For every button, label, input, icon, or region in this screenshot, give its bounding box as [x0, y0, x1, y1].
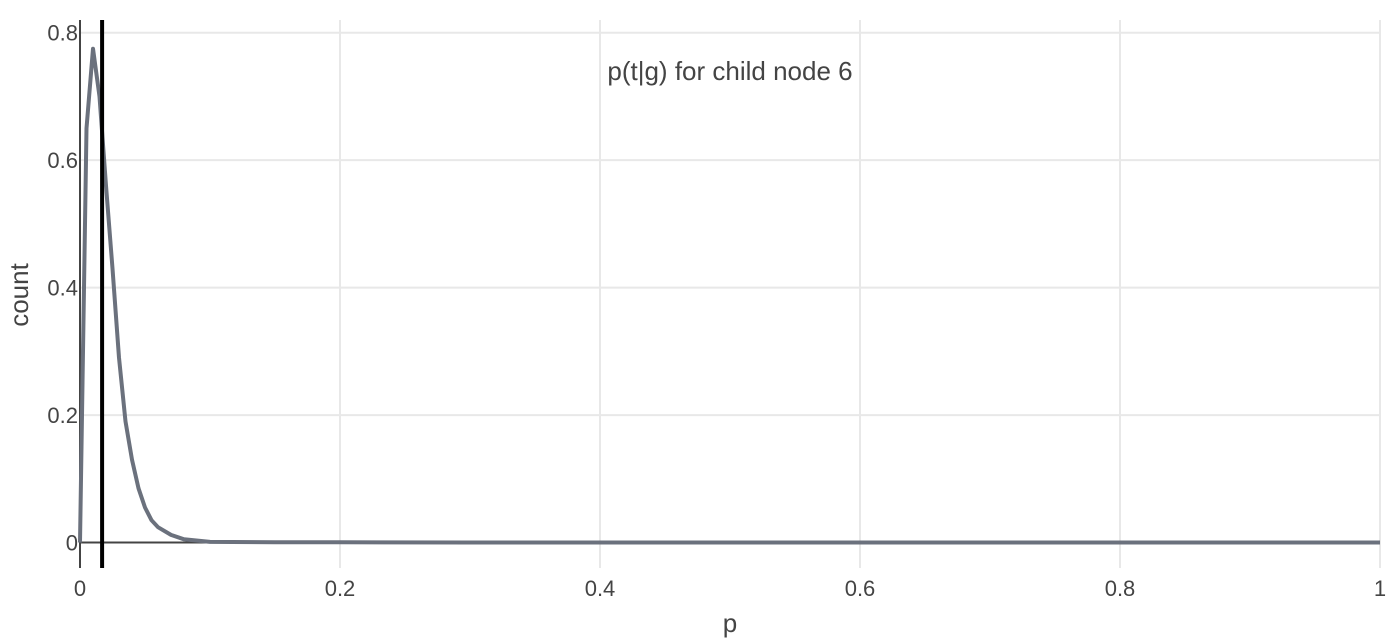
y-tick-label: 0.6: [47, 148, 78, 173]
tick-labels: 0 0.2 0.4 0.6 0.8 1 0 0.2 0.4 0.6 0.8: [47, 21, 1386, 601]
x-axis-title: p: [723, 608, 737, 638]
grid: [80, 20, 1381, 568]
y-tick-label: 0.8: [47, 21, 78, 46]
x-tick-label: 0.8: [1105, 576, 1136, 601]
series-layer: [78, 46, 1380, 545]
chart-title: p(t|g) for child node 6: [607, 56, 852, 86]
x-tick-label: 0.2: [325, 576, 356, 601]
x-tick-label: 0: [74, 576, 86, 601]
y-tick-label: 0: [66, 531, 78, 556]
y-axis-title: count: [4, 262, 34, 326]
x-tick-label: 0.6: [845, 576, 876, 601]
y-tick-label: 0.4: [47, 276, 78, 301]
x-tick-label: 1: [1374, 576, 1386, 601]
series-line: [78, 46, 1380, 545]
zero-line: [79, 20, 1380, 568]
y-tick-label: 0.2: [47, 403, 78, 428]
x-tick-label: 0.4: [585, 576, 616, 601]
